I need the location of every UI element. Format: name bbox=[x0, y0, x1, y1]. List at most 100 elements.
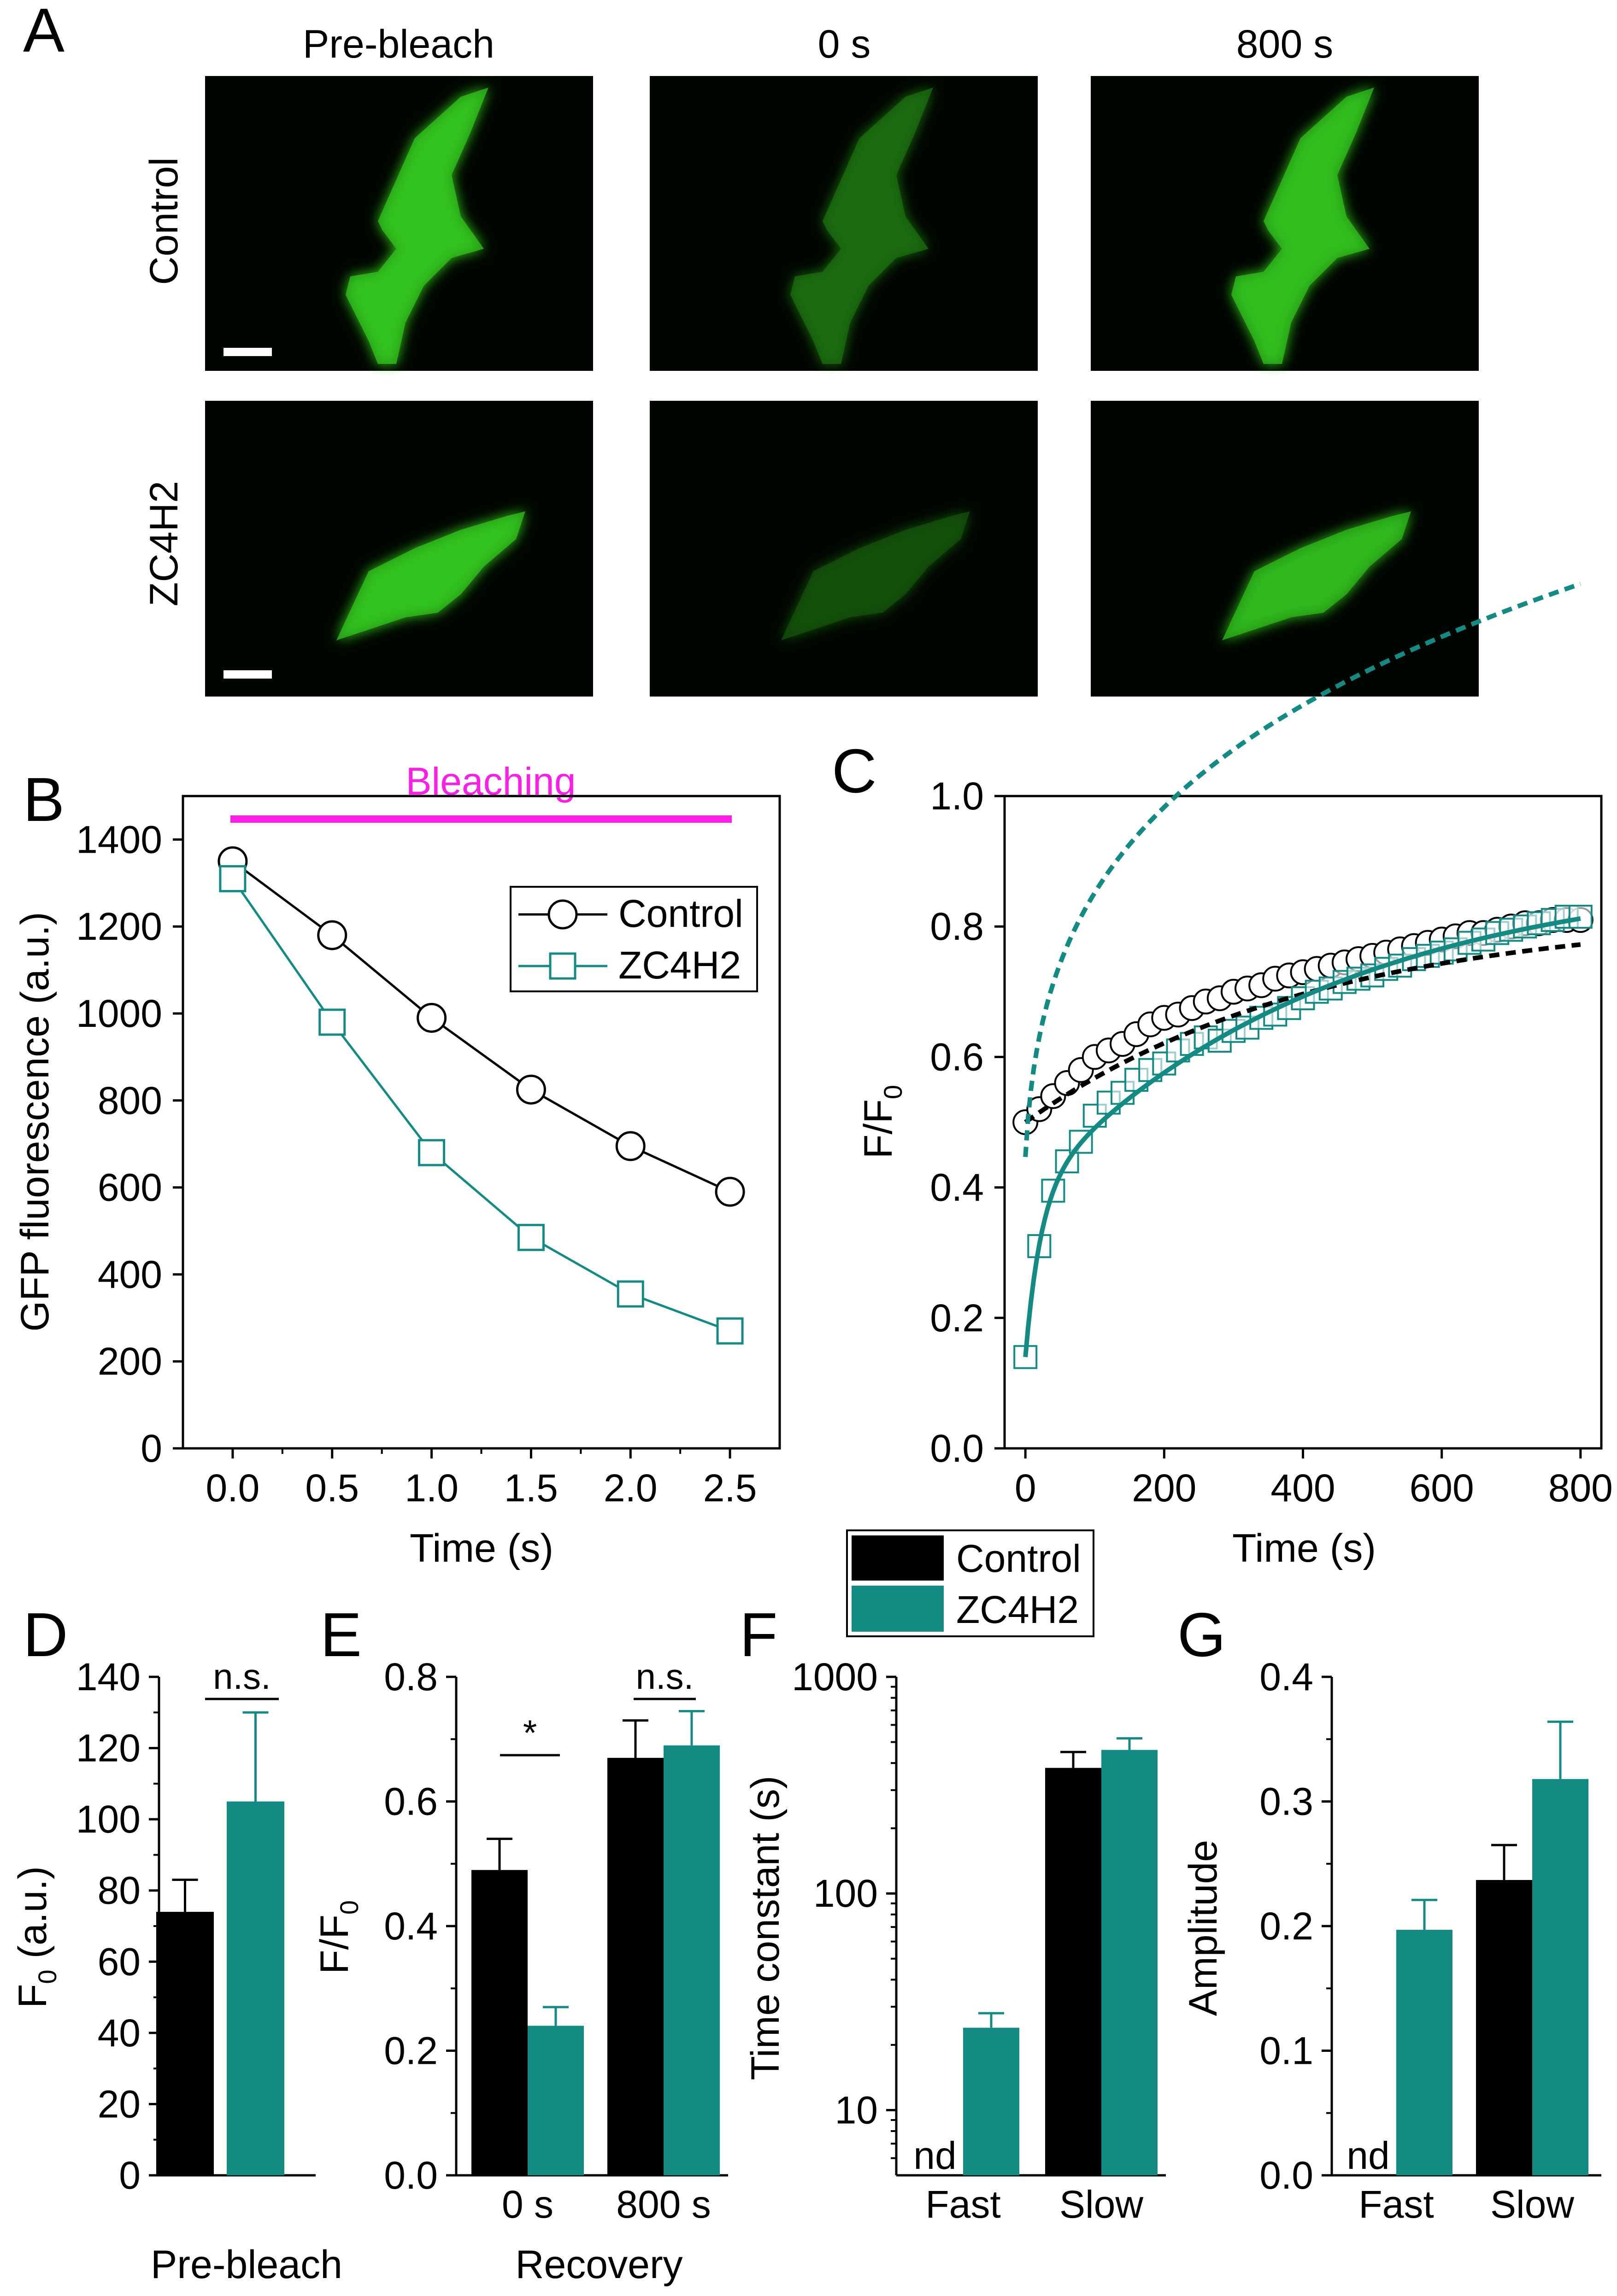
data-point-zc4h2 bbox=[418, 1139, 446, 1166]
y-tick-label-c: 0.2 bbox=[930, 1296, 984, 1340]
x-tick-label: Slow bbox=[1059, 2183, 1143, 2226]
row-label-zc4h2: ZC4H2 bbox=[142, 481, 186, 606]
x-tick-label-b: 2.5 bbox=[703, 1466, 757, 1510]
row-label-control: Control bbox=[142, 157, 186, 285]
y-tick-label: 0.6 bbox=[384, 1780, 438, 1823]
bar-zc4h2 bbox=[528, 2026, 584, 2175]
bar-control bbox=[1045, 1768, 1101, 2175]
legend-bars-label-zc4h2: ZC4H2 bbox=[956, 1588, 1079, 1631]
y-axis-label-e-main: F/F bbox=[312, 1915, 357, 1974]
y-tick-label: 80 bbox=[98, 1869, 141, 1912]
micrograph-zc4h2-prebleach bbox=[205, 401, 593, 697]
micrograph-control-prebleach bbox=[205, 76, 593, 371]
bar-zc4h2 bbox=[1396, 1930, 1452, 2175]
x-tick-label-c: 0 bbox=[1015, 1466, 1036, 1510]
panel-label-b: B bbox=[23, 765, 65, 834]
y-tick-label: 0.4 bbox=[384, 1904, 438, 1948]
panel-label-g: G bbox=[1177, 1600, 1226, 1669]
fit-curve-zc4h2 bbox=[1023, 916, 1581, 1358]
x-tick-label-b: 0.0 bbox=[206, 1466, 260, 1510]
y-tick-label: 0.2 bbox=[384, 2029, 438, 2073]
data-point-control bbox=[715, 1177, 745, 1207]
panel-label-a: A bbox=[23, 0, 65, 65]
y-tick-label: 140 bbox=[76, 1655, 141, 1699]
y-axis-label-d-tail: (a.u.) bbox=[11, 1866, 55, 1970]
panel-e: E 0.0 0.2 0.4 0.6 0.8 0 s 800 s * n.s. Recovery… bbox=[312, 1600, 728, 2287]
micrograph-zc4h2-0s bbox=[650, 401, 1038, 697]
x-tick-label-b: 1.5 bbox=[504, 1466, 558, 1510]
legend-bars-label-control: Control bbox=[956, 1537, 1081, 1580]
x-tick-label-c: 200 bbox=[1132, 1466, 1196, 1510]
bleaching-bar bbox=[230, 815, 732, 823]
svg-text:F/F0: F/F0 bbox=[856, 1085, 907, 1159]
x-tick-label-c: 400 bbox=[1270, 1466, 1335, 1510]
x-axis-label-b: Time (s) bbox=[410, 1526, 553, 1570]
x-axis-label-c: Time (s) bbox=[1232, 1526, 1376, 1570]
x-axis-label-e: Recovery bbox=[515, 2243, 682, 2287]
y-tick-label-b: 1400 bbox=[76, 818, 162, 861]
y-tick-label: 60 bbox=[98, 1940, 141, 1983]
panel-label-f: F bbox=[740, 1600, 777, 1669]
y-tick-label-b: 400 bbox=[98, 1253, 162, 1296]
micrograph-control-0s bbox=[650, 76, 1038, 371]
panel-a: A Pre-bleach 0 s 800 s Control ZC4H2 bbox=[23, 0, 1479, 697]
bar-zc4h2 bbox=[664, 1745, 720, 2175]
panel-f: F 10 100 1000 nd Fast Slow Time constant (s)… bbox=[740, 1529, 1166, 2226]
y-axis-label-c: F/F0 bbox=[856, 1085, 907, 1159]
y-axis-label-f: Time constant (s) bbox=[743, 1775, 788, 2080]
y-tick-label: 1000 bbox=[792, 1655, 878, 1699]
micrograph-control-800s bbox=[1091, 76, 1479, 371]
x-tick-label: Fast bbox=[1358, 2183, 1434, 2226]
y-tick-label: 0.4 bbox=[1259, 1655, 1313, 1699]
data-point-zc4h2 bbox=[517, 1224, 545, 1251]
legend-label-control: Control bbox=[618, 892, 743, 935]
legend-swatch-zc4h2 bbox=[852, 1586, 944, 1632]
x-tick-label-c: 600 bbox=[1410, 1466, 1474, 1510]
y-tick-label: 0.0 bbox=[1259, 2154, 1313, 2197]
y-axis-label-d-sub: 0 bbox=[33, 1969, 62, 1984]
scale-bar bbox=[223, 348, 272, 356]
y-tick-label-b: 1200 bbox=[76, 905, 162, 948]
x-tick-label-c: 800 bbox=[1548, 1466, 1613, 1510]
significance-label: * bbox=[523, 1712, 537, 1753]
y-tick-label-b: 200 bbox=[98, 1340, 162, 1383]
legend-bars: Control ZC4H2 bbox=[846, 1529, 1094, 1637]
y-tick-label: 0.3 bbox=[1259, 1780, 1313, 1823]
data-point-zc4h2 bbox=[716, 1317, 744, 1345]
legend-label-zc4h2: ZC4H2 bbox=[618, 943, 741, 987]
micrograph-zc4h2-800s bbox=[1091, 401, 1479, 697]
y-axis-label-d: F0 (a.u.) bbox=[11, 1866, 62, 2008]
x-tick-label: 0 s bbox=[502, 2183, 553, 2226]
svg-text:F/F0: F/F0 bbox=[312, 1900, 364, 1974]
y-tick-label: 40 bbox=[98, 2011, 141, 2055]
y-axis-label-e-sub: 0 bbox=[335, 1900, 364, 1915]
significance-label: n.s. bbox=[636, 1656, 694, 1697]
y-tick-label-c: 0.0 bbox=[930, 1427, 984, 1470]
y-tick-label: 120 bbox=[76, 1727, 141, 1770]
y-tick-label: 100 bbox=[813, 1872, 878, 1915]
x-tick-label: Fast bbox=[925, 2183, 1000, 2226]
y-axis-label-e: F/F0 bbox=[312, 1900, 364, 1974]
y-tick-label-b: 0 bbox=[141, 1427, 162, 1470]
y-tick-label-b: 600 bbox=[98, 1166, 162, 1209]
legend-b: Control ZC4H2 bbox=[510, 886, 758, 992]
x-axis-label-d: Pre-bleach bbox=[151, 2243, 342, 2287]
y-tick-label: 10 bbox=[835, 2088, 878, 2132]
scale-bar bbox=[223, 670, 272, 679]
bar-zc4h2 bbox=[1101, 1750, 1158, 2175]
bar-control bbox=[156, 1912, 214, 2175]
y-tick-label: 0.8 bbox=[384, 1655, 438, 1699]
data-point-control bbox=[317, 920, 347, 950]
bar-zc4h2 bbox=[227, 1801, 284, 2175]
data-point-control bbox=[615, 1131, 646, 1161]
column-title-800s: 800 s bbox=[1236, 22, 1333, 66]
column-title-0s: 0 s bbox=[818, 22, 871, 66]
y-tick-label-b: 1000 bbox=[76, 992, 162, 1035]
fit-curve-zc4h2-dashed bbox=[1023, 581, 1582, 1157]
y-tick-label-c: 0.4 bbox=[930, 1166, 984, 1209]
panel-label-c: C bbox=[832, 736, 877, 806]
y-axis-label-d-main: F bbox=[11, 1984, 55, 2009]
x-tick-label: Slow bbox=[1490, 2183, 1574, 2226]
y-axis-label-b: GFP fluorescence (a.u.) bbox=[13, 912, 57, 1331]
